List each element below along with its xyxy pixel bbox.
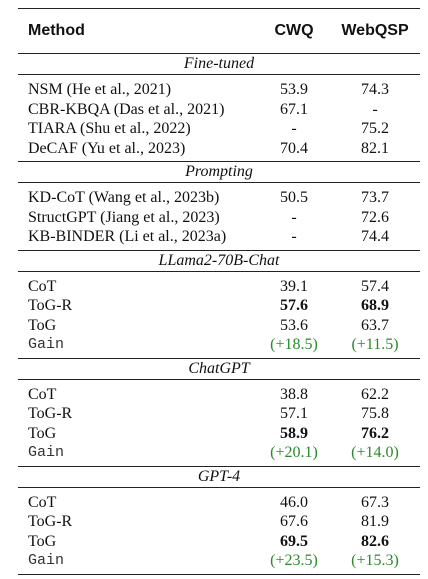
section-title-row: LLama2-70B-Chat: [18, 249, 420, 272]
method-name: ToG-R: [28, 297, 73, 314]
score-cell: 67.1: [280, 100, 308, 118]
section-title: LLama2-70B-Chat: [18, 249, 420, 272]
method-name: StructGPT (Jiang et al., 2023): [28, 208, 220, 226]
method-row: CBR-KBQA (Das et al., 2021) 67.1 -: [18, 100, 420, 120]
score-cell: 57.4: [361, 277, 389, 295]
method-name: ToG: [28, 316, 57, 334]
score-cell: (+18.5): [270, 336, 318, 353]
method-name: ToG-R: [28, 513, 73, 530]
score-cell: -: [291, 228, 297, 245]
header-cell: Method: [18, 8, 258, 54]
method-row: CoT 38.8 62.2: [18, 379, 420, 404]
score-cell: 50.5: [280, 189, 308, 206]
score-cell: 58.9: [280, 424, 308, 442]
method-name: DeCAF (Yu et al., 2023): [28, 139, 186, 157]
section-title: Prompting: [18, 161, 420, 183]
method-name: CoT: [28, 277, 57, 295]
section-title-row: Fine-tuned: [18, 53, 420, 75]
score-cell: 53.9: [280, 81, 308, 98]
score-cell: 73.7: [361, 189, 389, 206]
score-cell: 57.1: [280, 405, 308, 422]
section-title-row: Prompting: [18, 161, 420, 183]
section-title: GPT-4: [18, 465, 420, 488]
section-title: Fine-tuned: [18, 53, 420, 75]
method-row: NSM (He et al., 2021) 53.9 74.3: [18, 75, 420, 100]
score-cell: 76.2: [361, 424, 389, 442]
score-cell: -: [291, 208, 297, 226]
header-cell: CWQ: [258, 8, 330, 54]
section: ChatGPT CoT 38.8 62.2 ToG-R 57.1 75.8 ToG 58.9 76…: [18, 357, 420, 466]
score-cell: 63.7: [361, 316, 389, 334]
method-row: TIARA (Shu et al., 2022) - 75.2: [18, 119, 420, 139]
method-name: KB-BINDER (Li et al., 2023a): [28, 228, 227, 245]
section-title: ChatGPT: [18, 357, 420, 380]
section: GPT-4 CoT 46.0 67.3 ToG-R 67.6 81.9 ToG 69.5 82.6…: [18, 465, 420, 574]
score-cell: 72.6: [361, 208, 389, 226]
score-cell: 74.4: [361, 228, 389, 245]
score-cell: 39.1: [280, 277, 308, 295]
method-name: Gain: [28, 336, 65, 353]
score-cell: -: [372, 100, 378, 118]
score-cell: 53.6: [280, 316, 308, 334]
method-row: ToG 58.9 76.2: [18, 424, 420, 444]
method-name: CoT: [28, 493, 57, 511]
results-table: Method CWQ WebQSP Fine-tuned NSM (He et a…: [18, 8, 420, 575]
score-cell: 82.1: [361, 139, 389, 157]
section: Prompting KD-CoT (Wang et al., 2023b) 50.5…: [18, 161, 420, 251]
method-row: ToG 53.6 63.7: [18, 316, 420, 336]
method-row: StructGPT (Jiang et al., 2023) - 72.6: [18, 208, 420, 228]
method-row: ToG-R 57.1 75.8: [18, 404, 420, 424]
method-row: ToG-R 57.6 68.9: [18, 296, 420, 316]
method-row: KD-CoT (Wang et al., 2023b) 50.5 73.7: [18, 183, 420, 208]
method-row: ToG 69.5 82.6: [18, 532, 420, 552]
score-cell: 74.3: [361, 81, 389, 98]
score-cell: 67.3: [361, 493, 389, 511]
method-row: CoT 39.1 57.4: [18, 271, 420, 296]
method-name: NSM (He et al., 2021): [28, 81, 172, 98]
method-name: TIARA (Shu et al., 2022): [28, 120, 191, 137]
score-cell: 75.2: [361, 120, 389, 137]
score-cell: 82.6: [361, 532, 389, 550]
method-name: CoT: [28, 385, 57, 403]
gain-row: Gain (+20.1) (+14.0): [18, 443, 420, 466]
score-cell: 38.8: [280, 385, 308, 403]
section-title-row: ChatGPT: [18, 357, 420, 380]
score-cell: 46.0: [280, 493, 308, 511]
score-cell: 81.9: [361, 513, 389, 530]
header-cell: WebQSP: [330, 8, 420, 54]
method-row: KB-BINDER (Li et al., 2023a) - 74.4: [18, 227, 420, 250]
score-cell: (+23.5): [270, 552, 318, 569]
method-row: CoT 46.0 67.3: [18, 487, 420, 512]
score-cell: -: [291, 120, 297, 137]
method-row: ToG-R 67.6 81.9: [18, 512, 420, 532]
score-cell: 57.6: [280, 297, 308, 314]
gain-row: Gain (+23.5) (+15.3): [18, 551, 420, 574]
score-cell: 69.5: [280, 532, 308, 550]
header-row: Method CWQ WebQSP: [18, 8, 420, 54]
score-cell: 67.6: [280, 513, 308, 530]
score-cell: 75.8: [361, 405, 389, 422]
method-name: ToG: [28, 532, 57, 550]
score-cell: (+15.3): [351, 552, 399, 569]
method-name: Gain: [28, 552, 65, 569]
gain-row: Gain (+18.5) (+11.5): [18, 335, 420, 358]
method-name: ToG: [28, 424, 57, 442]
score-cell: 62.2: [361, 385, 389, 403]
score-cell: (+14.0): [351, 444, 399, 461]
method-name: Gain: [28, 444, 65, 461]
score-cell: 70.4: [280, 139, 308, 157]
section: LLama2-70B-Chat CoT 39.1 57.4 ToG-R 57.6 68.9 T…: [18, 249, 420, 358]
method-name: KD-CoT (Wang et al., 2023b): [28, 189, 220, 206]
score-cell: (+11.5): [351, 336, 399, 353]
score-cell: 68.9: [361, 297, 389, 314]
section-title-row: GPT-4: [18, 465, 420, 488]
section: Fine-tuned NSM (He et al., 2021) 53.9 74.3 C…: [18, 53, 420, 162]
method-row: DeCAF (Yu et al., 2023) 70.4 82.1: [18, 139, 420, 162]
method-name: CBR-KBQA (Das et al., 2021): [28, 100, 225, 118]
score-cell: (+20.1): [270, 444, 318, 461]
method-name: ToG-R: [28, 405, 73, 422]
